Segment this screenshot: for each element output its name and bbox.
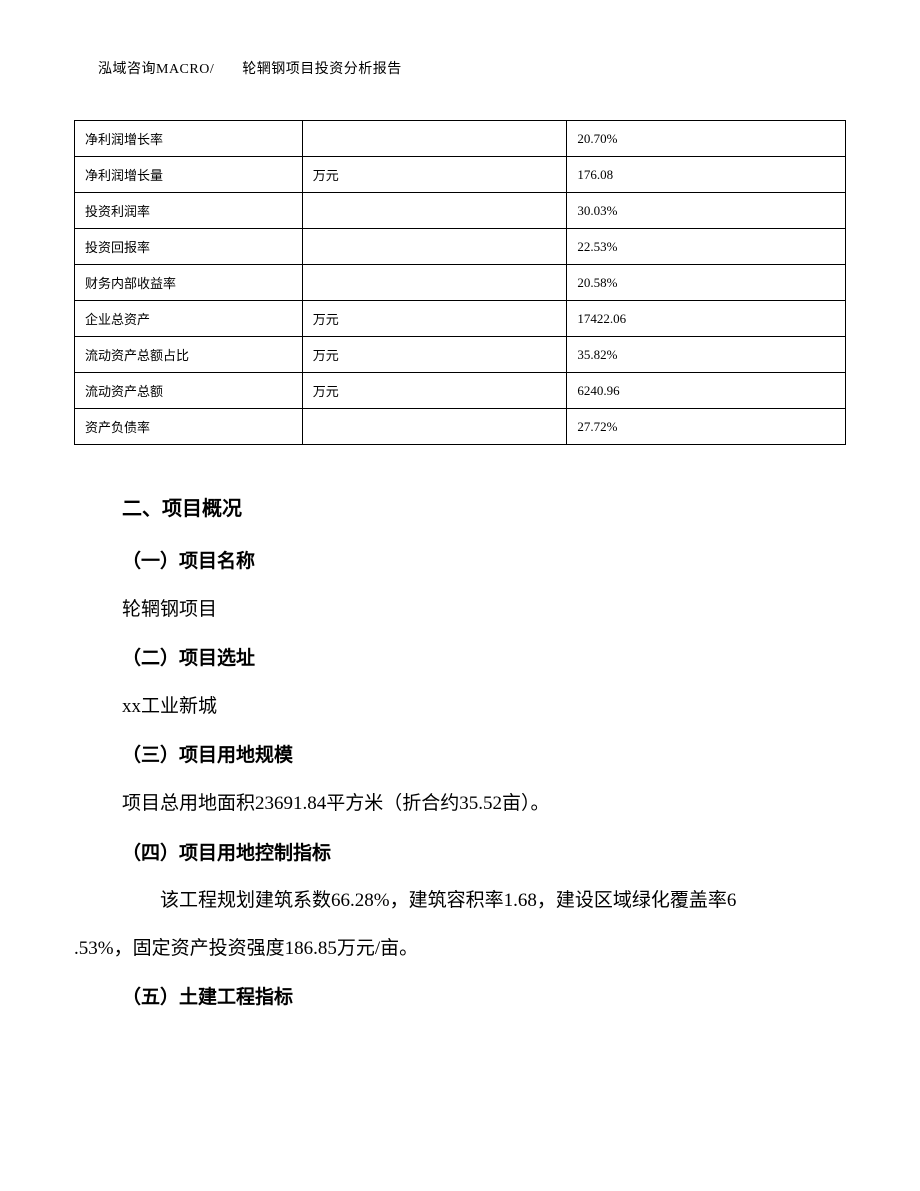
cell-label: 企业总资产 <box>75 301 303 337</box>
subsection-title-1: （一）项目名称 <box>122 539 822 585</box>
table-row: 净利润增长率 20.70% <box>75 121 846 157</box>
cell-value: 176.08 <box>567 157 846 193</box>
cell-value: 22.53% <box>567 229 846 265</box>
header-left: 泓域咨询MACRO/ <box>98 62 214 77</box>
table-row: 投资利润率 30.03% <box>75 193 846 229</box>
table-body: 净利润增长率 20.70% 净利润增长量 万元 176.08 投资利润率 30.… <box>75 121 846 445</box>
subsection-title-5: （五）土建工程指标 <box>122 975 822 1021</box>
subsection-text-3: 项目总用地面积23691.84平方米（折合约35.52亩）。 <box>122 781 822 827</box>
table-row: 资产负债率 27.72% <box>75 409 846 445</box>
subsection-title-4: （四）项目用地控制指标 <box>122 831 822 877</box>
cell-label: 投资回报率 <box>75 229 303 265</box>
cell-unit: 万元 <box>302 373 567 409</box>
cell-unit: 万元 <box>302 157 567 193</box>
cell-value: 6240.96 <box>567 373 846 409</box>
subsection-title-2: （二）项目选址 <box>122 636 822 682</box>
cell-label: 净利润增长率 <box>75 121 303 157</box>
table-row: 净利润增长量 万元 176.08 <box>75 157 846 193</box>
cell-label: 净利润增长量 <box>75 157 303 193</box>
cell-unit: 万元 <box>302 337 567 373</box>
subsection-text-4-line1: 该工程规划建筑系数66.28%，建筑容积率1.68，建设区域绿化覆盖率6 <box>74 878 822 924</box>
body-text: 二、项目概况 （一）项目名称 轮辋钢项目 （二）项目选址 xx工业新城 （三）项… <box>74 485 846 1021</box>
subsection-title-3: （三）项目用地规模 <box>122 733 822 779</box>
content-area: 净利润增长率 20.70% 净利润增长量 万元 176.08 投资利润率 30.… <box>74 120 846 1021</box>
cell-value: 20.58% <box>567 265 846 301</box>
cell-unit <box>302 229 567 265</box>
cell-unit <box>302 265 567 301</box>
cell-label: 资产负债率 <box>75 409 303 445</box>
cell-label: 财务内部收益率 <box>75 265 303 301</box>
table-row: 流动资产总额 万元 6240.96 <box>75 373 846 409</box>
subsection-text-1: 轮辋钢项目 <box>122 587 822 633</box>
table-row: 投资回报率 22.53% <box>75 229 846 265</box>
cell-label: 流动资产总额 <box>75 373 303 409</box>
table-row: 财务内部收益率 20.58% <box>75 265 846 301</box>
table-row: 流动资产总额占比 万元 35.82% <box>75 337 846 373</box>
cell-unit <box>302 121 567 157</box>
subsection-text-2: xx工业新城 <box>122 684 822 730</box>
cell-value: 27.72% <box>567 409 846 445</box>
cell-value: 20.70% <box>567 121 846 157</box>
page-header: 泓域咨询MACRO/ 轮辋钢项目投资分析报告 <box>98 58 402 78</box>
cell-label: 投资利润率 <box>75 193 303 229</box>
cell-value: 30.03% <box>567 193 846 229</box>
header-right: 轮辋钢项目投资分析报告 <box>242 62 402 77</box>
cell-label: 流动资产总额占比 <box>75 337 303 373</box>
cell-unit: 万元 <box>302 301 567 337</box>
financial-table: 净利润增长率 20.70% 净利润增长量 万元 176.08 投资利润率 30.… <box>74 120 846 445</box>
cell-unit <box>302 193 567 229</box>
cell-unit <box>302 409 567 445</box>
cell-value: 17422.06 <box>567 301 846 337</box>
subsection-text-4-line2: .53%，固定资产投资强度186.85万元/亩。 <box>74 926 822 972</box>
table-row: 企业总资产 万元 17422.06 <box>75 301 846 337</box>
cell-value: 35.82% <box>567 337 846 373</box>
section-title: 二、项目概况 <box>122 485 822 533</box>
